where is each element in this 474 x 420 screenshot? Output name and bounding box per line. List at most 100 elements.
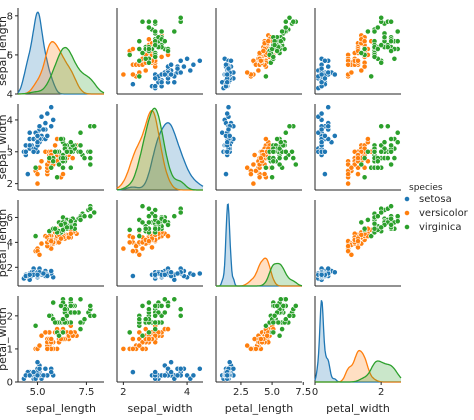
panel-sepal_width-vs-sepal_width [116,104,204,191]
scatter-point-setosa [230,365,237,372]
scatter-point-virginica [48,164,55,171]
y-tick-label: 8 [7,11,13,22]
scatter-point-virginica [136,316,143,323]
scatter-point-versicolor [252,345,259,352]
scatter-point-virginica [262,322,269,329]
scatter-point-virginica [384,44,391,50]
scatter-point-virginica [60,329,66,336]
scatter-point-virginica [58,221,64,228]
scatter-point-virginica [77,326,84,332]
panel-petal_width-vs-sepal_length [17,296,104,383]
scatter-point-virginica [161,296,168,303]
scatter-point-versicolor [264,332,270,339]
scatter-point-setosa [34,372,41,379]
scatter-point-virginica [71,309,78,316]
scatter-point-setosa [331,71,338,78]
scatter-point-virginica [91,312,98,319]
scatter-point-versicolor [44,345,51,352]
kde-line-virginica [315,360,402,383]
scatter-point-setosa [44,110,51,117]
scatter-point-virginica [276,155,283,161]
scatter-point-virginica [361,155,368,161]
scatter-point-versicolor [361,38,368,45]
scatter-point-setosa [168,359,174,366]
scatter-point-virginica [270,54,277,60]
scatter-point-virginica [152,302,159,309]
scatter-point-virginica [152,213,159,220]
scatter-point-setosa [30,369,37,375]
scatter-point-virginica [388,215,394,222]
scatter-point-virginica [358,50,365,56]
scatter-point-versicolor [129,46,136,52]
scatter-point-setosa [36,123,43,130]
scatter-point-virginica [378,148,385,155]
scatter-point-virginica [371,220,378,227]
y-axis-label: sepal_length [0,16,9,86]
scatter-point-virginica [155,219,162,226]
scatter-point-virginica [388,38,394,45]
scatter-point-virginica [32,322,39,329]
scatter-point-virginica [52,225,58,232]
scatter-point-virginica [282,129,289,136]
scatter-point-setosa [225,126,232,133]
scatter-point-versicolor [250,161,257,168]
scatter-point-versicolor [60,171,66,177]
scatter-point-virginica [87,155,94,161]
scatter-point-virginica [290,18,297,25]
scatter-point-setosa [26,372,33,379]
scatter-point-virginica [378,14,385,21]
scatter-point-versicolor [345,180,351,187]
scatter-point-virginica [139,50,146,56]
scatter-point-versicolor [355,57,361,64]
scatter-point-virginica [152,18,159,25]
scatter-point-versicolor [142,67,149,74]
scatter-point-virginica [87,205,94,212]
scatter-point-virginica [67,302,74,309]
scatter-point-virginica [126,52,133,58]
scatter-point-virginica [394,218,401,225]
scatter-point-setosa [321,132,328,139]
scatter-point-virginica [67,296,74,303]
kde-fill-setosa [216,204,302,286]
panel-petal_length-vs-sepal_length [17,200,104,287]
scatter-point-setosa [36,365,43,372]
scatter-point-virginica [274,302,280,309]
panel-petal_width-vs-sepal_width [116,296,203,383]
y-tick-label: 4 [7,238,13,249]
scatter-point-virginica [270,148,277,155]
scatter-point-virginica [158,302,165,309]
scatter-point-virginica [289,148,295,155]
scatter-point-versicolor [38,332,45,339]
scatter-point-virginica [136,73,143,80]
scatter-point-versicolor [145,238,152,244]
scatter-point-setosa [161,271,168,278]
kde-fill-versicolor [117,110,203,190]
scatter-point-virginica [136,233,143,239]
scatter-point-virginica [165,221,171,228]
scatter-point-setosa [158,79,165,86]
scatter-point-setosa [318,110,325,117]
scatter-point-virginica [394,38,401,45]
scatter-point-versicolor [348,69,355,76]
scatter-point-virginica [292,302,299,309]
scatter-point-setosa [34,132,41,139]
scatter-point-versicolor [120,345,127,352]
scatter-point-setosa [325,104,332,111]
y-tick-label: 0 [7,378,13,389]
scatter-point-virginica [378,59,385,66]
scatter-point-virginica [391,55,398,62]
scatter-point-setosa [26,271,33,278]
panel-sepal_width-vs-sepal_length [17,104,104,191]
scatter-point-setosa [190,372,197,379]
scatter-point-setosa [174,270,181,277]
scatter-point-virginica [282,18,289,25]
scatter-point-versicolor [34,180,41,187]
scatter-point-setosa [174,372,181,379]
scatter-point-virginica [145,329,152,336]
scatter-point-virginica [165,302,171,309]
y-axis-label: petal_width [0,307,9,371]
scatter-point-versicolor [247,171,254,177]
scatter-point-virginica [142,55,149,62]
